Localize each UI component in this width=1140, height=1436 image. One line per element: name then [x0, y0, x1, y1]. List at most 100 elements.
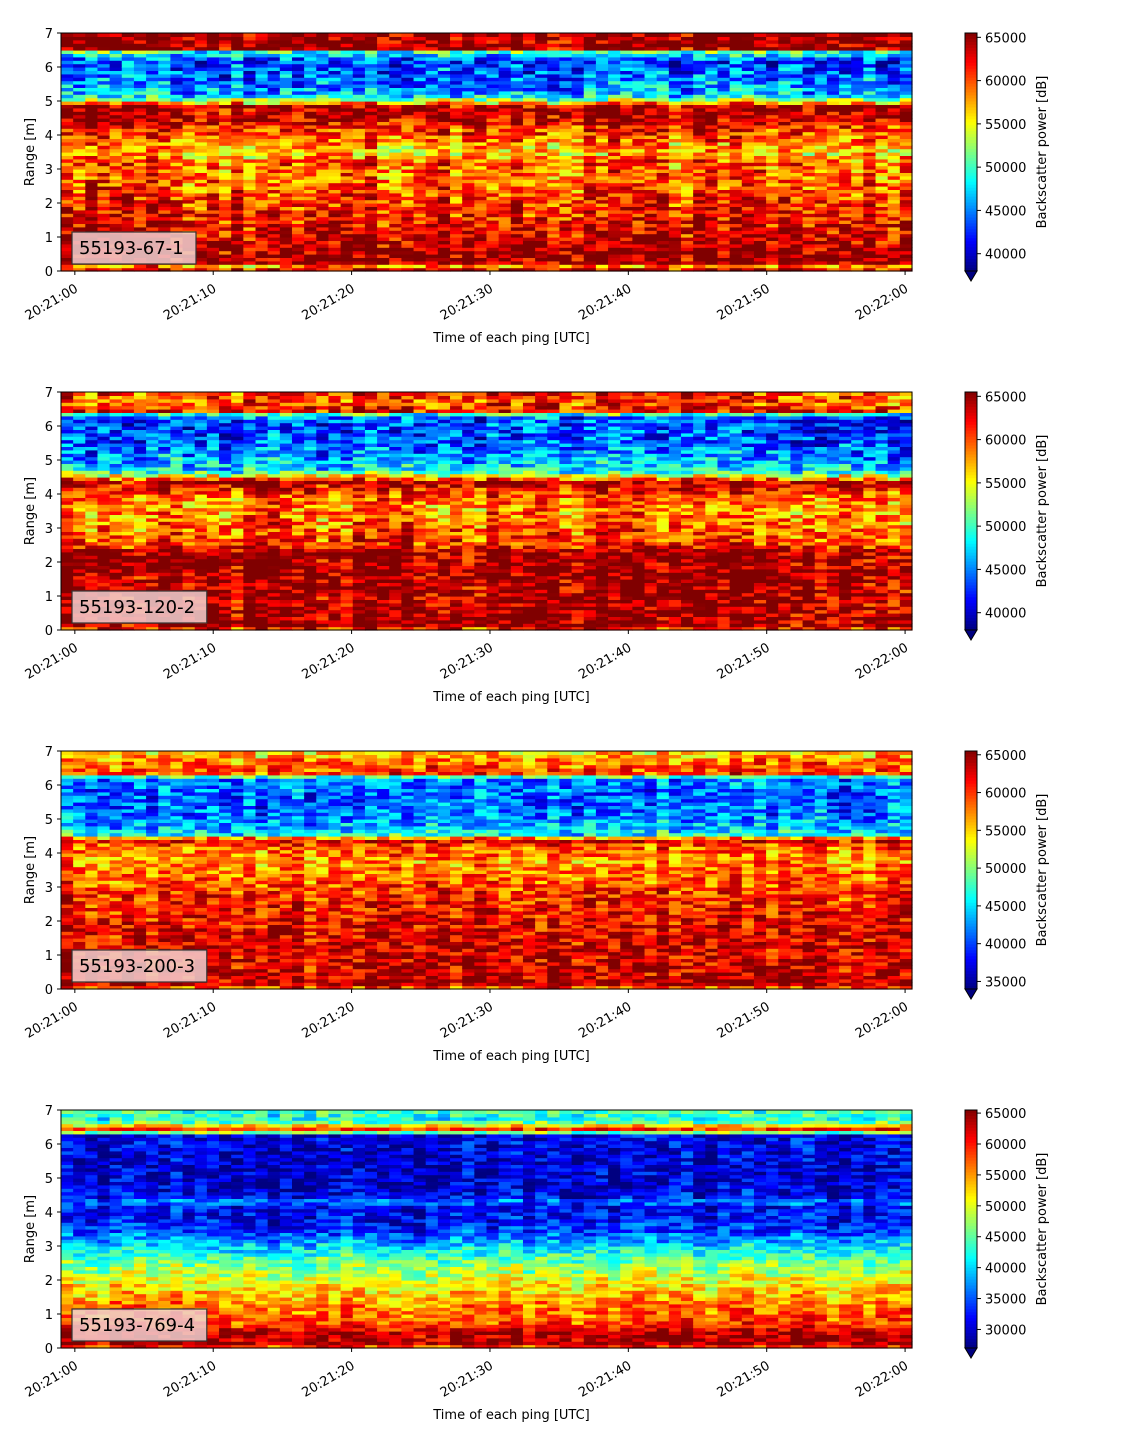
- heatmap-cell: [437, 169, 451, 173]
- heatmap-cell: [291, 162, 305, 167]
- heatmap-cell: [620, 90, 633, 95]
- heatmap-cell: [291, 220, 305, 224]
- heatmap-cell: [571, 155, 585, 160]
- heatmap-cell: [498, 213, 512, 218]
- heatmap-cell: [73, 209, 86, 214]
- heatmap-cell: [194, 220, 208, 224]
- heatmap-cell: [133, 209, 147, 214]
- heatmap-cell: [413, 162, 427, 167]
- heatmap-cell: [97, 199, 111, 204]
- heatmap-cell: [753, 53, 767, 58]
- heatmap-cell: [206, 260, 220, 265]
- heatmap-cell: [644, 90, 658, 95]
- heatmap-cell: [243, 84, 257, 88]
- heatmap-cell: [170, 223, 184, 228]
- heatmap-cell: [146, 148, 159, 153]
- heatmap-cell: [595, 33, 609, 37]
- heatmap-cell: [97, 135, 111, 139]
- heatmap-cell: [340, 247, 354, 252]
- heatmap-cell: [109, 43, 123, 48]
- heatmap-cell: [304, 186, 317, 190]
- heatmap-cell: [413, 135, 427, 139]
- heatmap-cell: [462, 264, 475, 269]
- heatmap-cell: [121, 155, 135, 160]
- heatmap-cell: [608, 87, 621, 92]
- heatmap-cell: [717, 260, 731, 265]
- heatmap-cell: [583, 87, 597, 92]
- heatmap-cell: [304, 158, 317, 163]
- heatmap-cell: [486, 158, 500, 163]
- heatmap-cell: [316, 216, 330, 221]
- heatmap-cell: [802, 192, 816, 197]
- heatmap-cell: [778, 67, 792, 71]
- heatmap-cell: [729, 162, 743, 167]
- heatmap-cell: [377, 128, 390, 133]
- heatmap-cell: [802, 148, 816, 153]
- heatmap-cell: [304, 209, 317, 214]
- heatmap-cell: [291, 67, 305, 71]
- heatmap-cell: [717, 101, 731, 105]
- heatmap-cell: [158, 213, 172, 218]
- heatmap-cell: [681, 128, 694, 133]
- heatmap-cell: [304, 257, 317, 262]
- heatmap-cell: [158, 192, 172, 197]
- heatmap-cell: [413, 84, 427, 88]
- heatmap-cell: [826, 206, 840, 211]
- heatmap-cell: [583, 158, 597, 163]
- heatmap-cell: [219, 186, 232, 190]
- heatmap-cell: [377, 203, 390, 207]
- heatmap-cell: [753, 39, 767, 44]
- heatmap-cell: [352, 186, 366, 190]
- heatmap-cell: [121, 67, 135, 71]
- heatmap-cell: [620, 223, 633, 228]
- heatmap-cell: [304, 203, 317, 207]
- heatmap-cell: [97, 226, 111, 231]
- heatmap-cell: [389, 43, 402, 48]
- heatmap-cell: [681, 257, 694, 262]
- heatmap-cell: [705, 97, 719, 102]
- heatmap-cell: [437, 172, 451, 177]
- heatmap-cell: [620, 131, 633, 136]
- heatmap-cell: [766, 165, 779, 170]
- heatmap-cell: [231, 121, 244, 126]
- heatmap-cell: [802, 182, 816, 187]
- heatmap-cell: [668, 50, 682, 54]
- heatmap-cell: [462, 36, 475, 41]
- heatmap-cell: [620, 33, 633, 37]
- heatmap-cell: [413, 33, 427, 37]
- heatmap-cell: [352, 250, 366, 255]
- heatmap-cell: [802, 77, 816, 82]
- heatmap-cell: [498, 192, 512, 197]
- heatmap-cell: [267, 206, 281, 211]
- heatmap-cell: [73, 70, 86, 75]
- heatmap-cell: [352, 94, 366, 99]
- heatmap-cell: [364, 216, 378, 221]
- heatmap-cell: [401, 175, 415, 180]
- heatmap-cell: [547, 189, 561, 194]
- heatmap-cell: [437, 70, 451, 75]
- heatmap-cell: [291, 223, 305, 228]
- heatmap-cell: [693, 250, 706, 255]
- heatmap-cell: [814, 152, 828, 156]
- heatmap-cell: [401, 128, 415, 133]
- heatmap-cell: [450, 73, 463, 78]
- heatmap-cell: [121, 111, 135, 116]
- heatmap-cell: [462, 90, 475, 95]
- heatmap-cell: [85, 87, 99, 92]
- heatmap-cell: [656, 220, 670, 224]
- heatmap-cell: [583, 267, 597, 272]
- heatmap-cell: [620, 250, 633, 255]
- heatmap-cell: [182, 175, 196, 180]
- heatmap-cell: [620, 39, 633, 44]
- heatmap-cell: [267, 165, 281, 170]
- heatmap-cell: [255, 189, 269, 194]
- heatmap-cell: [583, 175, 597, 180]
- heatmap-cell: [97, 121, 111, 126]
- heatmap-cell: [121, 162, 135, 167]
- heatmap-cell: [61, 260, 74, 265]
- heatmap-cell: [839, 141, 852, 146]
- heatmap-cell: [377, 111, 390, 116]
- heatmap-cell: [778, 260, 792, 265]
- heatmap-cell: [741, 63, 755, 68]
- heatmap-cell: [595, 172, 609, 177]
